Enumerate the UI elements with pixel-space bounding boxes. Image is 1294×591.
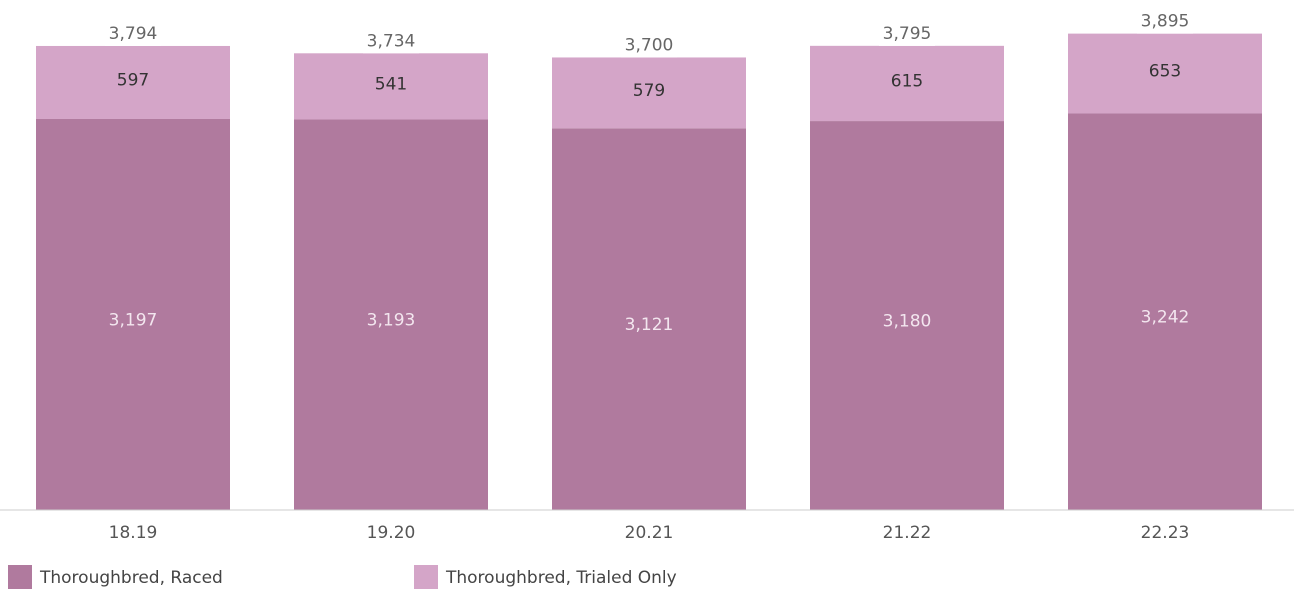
value-label: 653	[1149, 62, 1181, 82]
bar-segment	[810, 45, 1004, 122]
bar-segment	[294, 53, 488, 120]
value-label: 3,180	[883, 312, 932, 332]
legend-swatch	[414, 565, 438, 589]
value-label: 3,193	[367, 311, 416, 331]
total-label: 3,734	[367, 31, 416, 51]
x-tick-label: 18.19	[109, 523, 158, 543]
bar-segment	[552, 57, 746, 129]
bar-segment	[36, 45, 230, 119]
bar-segment	[36, 118, 230, 511]
x-tick-label: 22.23	[1141, 523, 1190, 543]
total-label: 3,795	[883, 24, 932, 44]
bar-segment	[294, 119, 488, 511]
total-label: 3,794	[109, 24, 158, 44]
value-label: 615	[891, 71, 923, 91]
value-label: 541	[375, 74, 407, 94]
legend-label: Thoroughbred, Trialed Only	[445, 568, 677, 588]
x-tick-label: 20.21	[625, 523, 674, 543]
x-tick-label: 21.22	[883, 523, 932, 543]
value-label: 3,242	[1141, 308, 1190, 328]
legend-label: Thoroughbred, Raced	[39, 568, 223, 588]
bar-segment	[1068, 33, 1262, 114]
value-label: 3,121	[625, 315, 674, 335]
legend-swatch	[8, 565, 32, 589]
total-label: 3,700	[625, 35, 674, 55]
bar-segment	[1068, 113, 1262, 511]
value-label: 579	[633, 81, 665, 101]
value-label: 3,197	[109, 310, 158, 330]
value-label: 597	[117, 70, 149, 90]
bar-segment	[810, 121, 1004, 511]
x-tick-label: 19.20	[367, 523, 416, 543]
total-label: 3,895	[1141, 12, 1190, 32]
bar-segment	[552, 128, 746, 510]
